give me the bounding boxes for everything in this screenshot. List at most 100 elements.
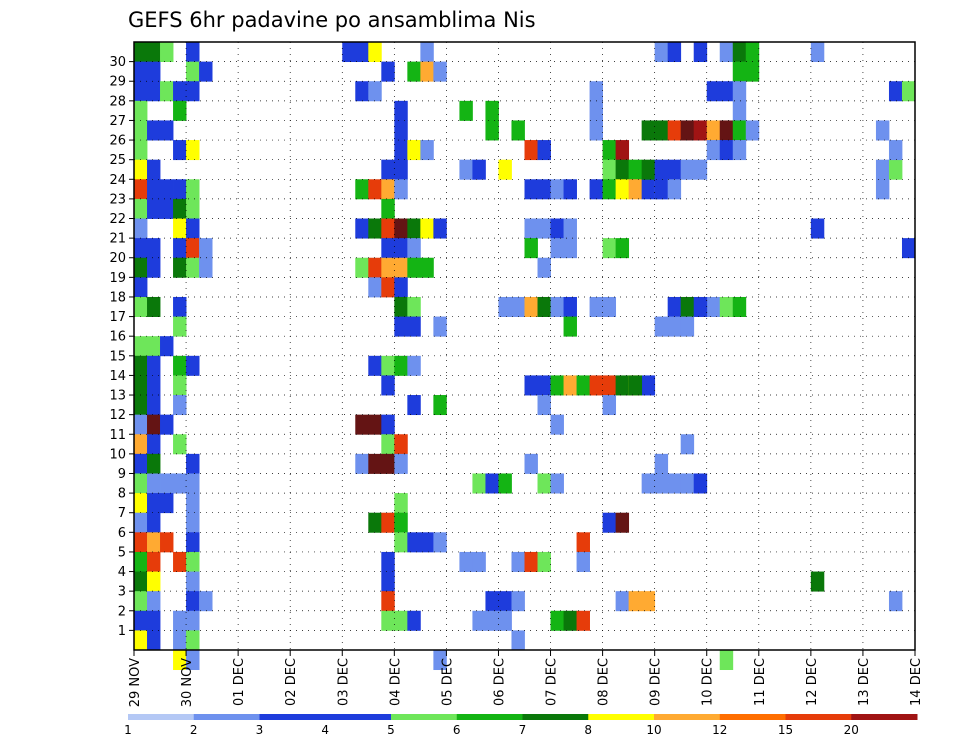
x-tick-label: 04 DEC <box>388 658 403 706</box>
heatmap-cell <box>134 610 148 631</box>
heatmap-cell <box>186 42 200 63</box>
colorbar-label: 20 <box>844 723 859 737</box>
heatmap-cell <box>602 238 617 259</box>
colorbar-segment <box>128 714 195 720</box>
grid-lines <box>134 42 915 650</box>
heatmap-cell <box>147 336 161 357</box>
heatmap-cell <box>615 140 630 161</box>
y-tick-label: 15 <box>109 349 126 364</box>
heatmap-cell <box>186 630 200 651</box>
heatmap-cell <box>498 610 512 631</box>
heatmap-cell <box>134 375 148 396</box>
heatmap-cell <box>550 610 564 631</box>
heatmap-cell <box>615 375 630 396</box>
heatmap-cell <box>745 120 760 141</box>
y-tick-label: 9 <box>118 467 126 482</box>
heatmap-cell <box>667 179 682 200</box>
heatmap-cell <box>134 238 148 259</box>
heatmap-cell <box>147 512 161 533</box>
heatmap-cell <box>719 296 734 317</box>
heatmap-cell <box>173 218 187 239</box>
heatmap-cell <box>186 198 200 219</box>
heatmap-cell <box>160 414 174 435</box>
heatmap-cell <box>563 238 577 259</box>
heatmap-cell <box>628 159 643 180</box>
heatmap-cell <box>511 591 525 612</box>
heatmap-cell <box>550 218 564 239</box>
heatmap-cell <box>563 179 577 200</box>
colorbar-segment <box>391 714 458 720</box>
heatmap-cell <box>407 257 421 278</box>
heatmap-cell <box>394 159 408 180</box>
heatmap-cell <box>407 395 421 416</box>
heatmap-cell <box>355 42 369 63</box>
colorbar-label: 1 <box>124 723 132 737</box>
heatmap-cell <box>381 198 395 219</box>
y-tick-label: 11 <box>109 428 126 443</box>
heatmap-cell <box>654 179 669 200</box>
heatmap-cell <box>173 257 187 278</box>
heatmap-cell <box>667 42 682 63</box>
heatmap-cell <box>355 453 369 474</box>
heatmap-cell <box>524 140 538 161</box>
heatmap-cell <box>628 375 643 396</box>
y-tick-label: 24 <box>109 173 126 188</box>
heatmap-cell <box>485 473 499 494</box>
heatmap-cell <box>147 395 161 416</box>
heatmap-cell <box>160 493 174 514</box>
heatmap-cell <box>160 81 174 102</box>
heatmap-cell <box>186 551 200 572</box>
y-tick-label: 13 <box>109 389 126 404</box>
heatmap-cell <box>186 493 200 514</box>
heatmap-cell <box>732 100 747 121</box>
heatmap-cell <box>134 473 148 494</box>
heatmap-cell <box>732 42 747 63</box>
heatmap-cell <box>186 591 200 612</box>
colorbar-label: 8 <box>584 723 592 737</box>
heatmap-cell <box>368 512 382 533</box>
heatmap-cell <box>147 61 161 82</box>
heatmap-cell <box>732 296 747 317</box>
heatmap-cell <box>355 218 369 239</box>
heatmap-cell <box>706 81 721 102</box>
y-tick-label: 28 <box>109 94 126 109</box>
colorbar-segment <box>654 714 721 720</box>
colorbar-segment <box>259 714 326 720</box>
heatmap-cell <box>537 140 551 161</box>
heatmap-cell <box>147 42 161 63</box>
heatmap-cell <box>420 61 434 82</box>
heatmap-cell <box>589 120 603 141</box>
heatmap-cell <box>147 610 161 631</box>
heatmap-cell <box>537 179 551 200</box>
heatmap-cell <box>576 551 590 572</box>
heatmap-cell <box>381 355 395 376</box>
colorbar-label: 10 <box>646 723 661 737</box>
heatmap-cell <box>888 140 903 161</box>
heatmap-cell <box>706 296 721 317</box>
heatmap-cell <box>550 179 564 200</box>
heatmap-cell <box>888 159 903 180</box>
heatmap-cell <box>173 473 187 494</box>
heatmap-cell <box>381 257 395 278</box>
heatmap-cell <box>173 375 187 396</box>
heatmap-cell <box>394 355 408 376</box>
heatmap-cell <box>498 296 512 317</box>
heatmap-cell <box>511 551 525 572</box>
y-tick-label: 8 <box>118 487 126 502</box>
heatmap-cell <box>654 473 669 494</box>
heatmap-cell <box>186 512 200 533</box>
heatmap-cell <box>719 120 734 141</box>
heatmap-cell <box>901 81 916 102</box>
heatmap-cell <box>173 434 187 455</box>
heatmap-cell <box>680 434 695 455</box>
colorbar-label: 2 <box>190 723 198 737</box>
x-tick-label: 07 DEC <box>545 658 560 706</box>
heatmap-cell <box>615 512 630 533</box>
heatmap-cell <box>147 630 161 651</box>
heatmap-cell <box>602 375 617 396</box>
heatmap-cell <box>511 120 525 141</box>
heatmap-cell <box>147 493 161 514</box>
heatmap-cell <box>134 277 148 298</box>
heatmap-cell <box>472 473 486 494</box>
heatmap-cell <box>173 610 187 631</box>
